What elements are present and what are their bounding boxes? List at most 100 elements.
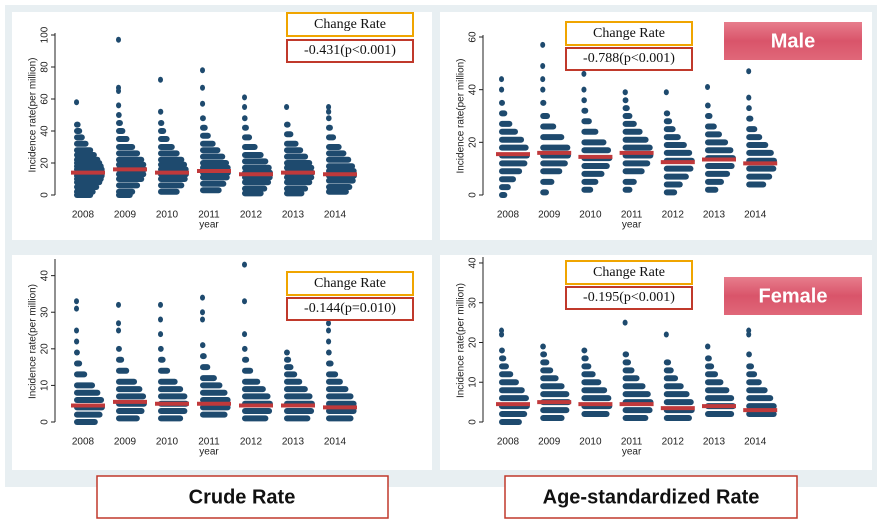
data-point bbox=[284, 153, 309, 160]
data-point bbox=[540, 415, 565, 422]
data-point bbox=[663, 189, 678, 196]
annotation-title: Change Rate bbox=[314, 276, 386, 291]
data-point bbox=[284, 386, 308, 393]
data-point bbox=[74, 389, 101, 396]
data-point bbox=[540, 86, 546, 93]
y-tick-label: 40 bbox=[468, 84, 479, 96]
data-point bbox=[116, 176, 145, 182]
data-point bbox=[499, 136, 525, 143]
data-point bbox=[499, 86, 505, 93]
data-point bbox=[746, 181, 767, 188]
data-point bbox=[242, 408, 273, 415]
data-point bbox=[200, 397, 231, 404]
data-point bbox=[622, 136, 649, 143]
data-point bbox=[284, 121, 291, 128]
data-point bbox=[74, 338, 80, 345]
data-point bbox=[74, 140, 89, 147]
data-point bbox=[746, 395, 774, 402]
data-point bbox=[622, 168, 645, 175]
data-point bbox=[540, 359, 550, 366]
x-tick-label: 2011 bbox=[621, 437, 643, 448]
x-tick-label: 2012 bbox=[240, 437, 263, 448]
data-point bbox=[242, 152, 264, 158]
y-tick-label: 60 bbox=[40, 93, 51, 105]
annotation-value-box bbox=[286, 39, 414, 63]
data-point bbox=[499, 371, 514, 378]
data-point bbox=[622, 319, 628, 326]
data-point bbox=[499, 160, 528, 167]
data-point bbox=[326, 144, 342, 150]
data-point bbox=[540, 351, 548, 358]
data-point bbox=[746, 94, 752, 101]
data-point bbox=[326, 150, 347, 157]
data-point bbox=[116, 144, 136, 150]
data-point bbox=[200, 364, 211, 371]
data-point bbox=[74, 397, 105, 404]
data-point bbox=[116, 136, 130, 142]
data-point bbox=[705, 102, 711, 109]
data-point bbox=[663, 367, 674, 374]
data-point bbox=[663, 134, 681, 141]
data-point bbox=[326, 378, 343, 385]
data-point bbox=[746, 173, 773, 180]
y-tick-label: 10 bbox=[468, 376, 479, 388]
y-tick-label: 0 bbox=[40, 192, 51, 198]
data-point bbox=[200, 404, 231, 411]
data-point bbox=[540, 168, 563, 175]
data-point bbox=[499, 411, 528, 418]
data-point bbox=[74, 327, 80, 334]
data-point bbox=[326, 163, 356, 170]
x-axis-label: year bbox=[199, 447, 219, 458]
x-tick-label: 2010 bbox=[579, 210, 602, 221]
data-point bbox=[200, 187, 222, 194]
x-tick-label: 2014 bbox=[324, 437, 347, 448]
data-point bbox=[622, 144, 653, 151]
data-point bbox=[74, 184, 100, 190]
data-point bbox=[326, 108, 332, 115]
data-point bbox=[116, 192, 133, 198]
data-point bbox=[158, 356, 166, 363]
crude-button bbox=[96, 475, 389, 519]
data-point bbox=[326, 349, 332, 356]
female-badge bbox=[724, 277, 862, 315]
data-point bbox=[540, 343, 546, 350]
data-point bbox=[622, 120, 637, 127]
data-point bbox=[242, 345, 248, 352]
data-point bbox=[74, 371, 88, 378]
data-point bbox=[622, 383, 646, 390]
data-point bbox=[663, 181, 683, 188]
data-point bbox=[158, 156, 185, 163]
data-point bbox=[74, 411, 103, 418]
data-point bbox=[540, 383, 565, 390]
data-point bbox=[200, 140, 216, 147]
data-point bbox=[74, 179, 103, 186]
age-label: Age-standardized Rate bbox=[543, 486, 760, 508]
data-point bbox=[158, 128, 167, 134]
data-point bbox=[158, 188, 180, 195]
data-point bbox=[499, 387, 525, 394]
x-tick-label: 2008 bbox=[497, 437, 520, 448]
data-point bbox=[499, 419, 522, 425]
data-point bbox=[326, 408, 357, 415]
x-tick-label: 2008 bbox=[72, 437, 95, 448]
data-point bbox=[540, 367, 554, 374]
data-point bbox=[622, 359, 632, 366]
data-point bbox=[326, 386, 349, 393]
data-point bbox=[326, 415, 354, 422]
data-point bbox=[116, 393, 147, 400]
data-point bbox=[746, 379, 762, 386]
data-point bbox=[746, 387, 768, 394]
data-point bbox=[622, 351, 630, 358]
data-point bbox=[663, 173, 689, 180]
annotation-value-box bbox=[565, 286, 693, 310]
annotation-title: Change Rate bbox=[314, 17, 386, 32]
data-point bbox=[663, 383, 684, 390]
x-tick-label: 2013 bbox=[703, 437, 726, 448]
data-point bbox=[74, 419, 98, 425]
data-point bbox=[326, 134, 337, 141]
data-point bbox=[663, 89, 669, 96]
x-tick-label: 2008 bbox=[72, 210, 95, 221]
data-point bbox=[116, 408, 145, 415]
data-point bbox=[200, 132, 211, 139]
data-point bbox=[663, 126, 676, 133]
